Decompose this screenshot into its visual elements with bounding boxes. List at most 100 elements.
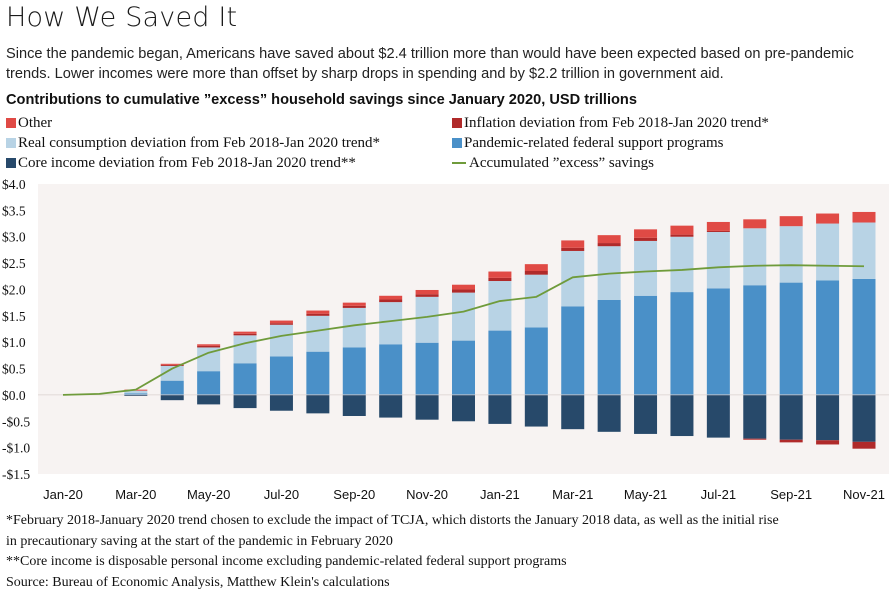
legend-swatch-inflation [452, 118, 462, 128]
x-tick-label: Mar-21 [552, 487, 593, 502]
bar-segment [561, 306, 585, 395]
bar-segment [488, 277, 512, 282]
bar-segment [561, 250, 585, 307]
bar-segment [488, 394, 512, 424]
bar-segment [779, 439, 803, 443]
bar-segment [160, 363, 184, 365]
bar-segment [342, 302, 366, 306]
bar-segment [488, 330, 512, 395]
bar-segment [488, 281, 512, 331]
bar-segment [452, 284, 475, 290]
bar-segment [160, 365, 184, 381]
bar-segment [233, 363, 257, 395]
bar-segment [379, 302, 403, 345]
y-tick-label: -$0.5 [2, 414, 30, 429]
page-subtitle: Since the pandemic began, Americans have… [6, 46, 854, 82]
bar-segment [415, 289, 439, 295]
y-tick-label: $2.0 [2, 282, 26, 297]
bar-segment [852, 222, 876, 279]
bar-segment [197, 345, 221, 348]
bar-segment [415, 342, 439, 395]
y-tick-label: $4.0 [2, 178, 26, 192]
bar-segment [452, 292, 475, 341]
x-tick-label: Jan-20 [43, 487, 83, 502]
bar-segment [197, 371, 221, 395]
bar-segment [415, 296, 439, 343]
bar-segment [306, 351, 330, 395]
legend-label-other: Other [18, 114, 53, 131]
footnote-1-cont: in precautionary saving at the start of … [6, 533, 393, 549]
bar-segment [670, 394, 694, 437]
bar-segment [452, 340, 475, 395]
bar-segment [743, 438, 767, 440]
bar-segment [415, 394, 439, 420]
legend-item-real-consumption: Real consumption deviation from Feb 2018… [6, 133, 380, 153]
y-tick-label: $1.5 [2, 309, 26, 324]
y-tick-label: $3.5 [2, 203, 26, 218]
x-tick-label: Jul-20 [264, 487, 299, 502]
bar-segment [524, 264, 548, 271]
bar-segment [852, 441, 876, 449]
y-tick-label: $0.0 [2, 388, 26, 403]
x-tick-label: Nov-20 [406, 487, 448, 502]
bar-segment [743, 394, 767, 439]
bar-segment [816, 440, 840, 445]
bar-segment [379, 344, 403, 395]
legend-swatch-other [6, 118, 16, 128]
bar-segment [670, 292, 694, 395]
bar-segment [306, 394, 330, 414]
bar-segment [160, 394, 184, 401]
bar-segment [852, 278, 876, 395]
y-tick-label: $0.5 [2, 362, 26, 377]
bar-segment [269, 320, 293, 324]
bar-segment [670, 225, 694, 235]
bar-segment [233, 335, 257, 364]
legend-item-federal-support: Pandemic-related federal support program… [452, 133, 723, 153]
bar-segment [233, 394, 257, 409]
bar-segment [488, 271, 512, 278]
bar-segment [779, 226, 803, 283]
bar-segment [706, 288, 730, 395]
bar-segment [342, 394, 366, 416]
x-axis: Jan-20 Mar-20 May-20 Jul-20 Sep-20 Nov-20 Jan-… [43, 487, 885, 502]
chart-plot: $4.0 $3.5 $3.0 $2.5 $2.0 $1.5 $1.0 $0.5 $0.0 -$0.… [2, 178, 889, 502]
bar-segment [342, 347, 366, 395]
bar-segment [524, 274, 548, 328]
bar-segment [197, 347, 221, 372]
x-tick-label: Sep-20 [333, 487, 375, 502]
footnotes: *February 2018-January 2020 trend chosen… [6, 511, 886, 593]
legend-label-inflation: Inflation deviation from Feb 2018-Jan 20… [464, 114, 769, 131]
bar-segment [269, 394, 293, 411]
chart-legend: Other Inflation deviation from Feb 2018-… [6, 113, 886, 175]
x-tick-label: Sep-21 [770, 487, 812, 502]
bar-segment [597, 235, 621, 244]
y-tick-label: $3.0 [2, 230, 26, 245]
x-tick-label: Jan-21 [480, 487, 520, 502]
bar-segment [743, 228, 767, 286]
bar-segment [379, 394, 403, 418]
legend-swatch-federal-support [452, 138, 462, 148]
bar-segment [342, 305, 366, 308]
bar-segment [415, 294, 439, 297]
bar-segment [779, 282, 803, 395]
bar-segment [743, 285, 767, 395]
bar-segment [124, 394, 148, 396]
bar-segment [670, 236, 694, 293]
legend-label-real-consumption: Real consumption deviation from Feb 2018… [18, 134, 381, 151]
bar-segment [816, 213, 840, 224]
bar-segment [634, 394, 658, 434]
bar-segment [634, 240, 658, 296]
bar-segment [269, 323, 293, 325]
bar-segment [524, 271, 548, 275]
bar-segment [197, 344, 221, 346]
y-tick-label: -$1.5 [2, 467, 30, 482]
bar-segment [524, 394, 548, 427]
bar-segment [816, 223, 840, 281]
bar-segment [233, 333, 257, 336]
bar-segment [706, 394, 730, 438]
y-tick-label: $1.0 [2, 335, 26, 350]
bar-segment [779, 216, 803, 227]
legend-swatch-accumulated-savings [452, 162, 466, 164]
legend-item-core-income: Core income deviation from Feb 2018-Jan … [6, 153, 356, 173]
x-tick-label: May-20 [187, 487, 230, 502]
